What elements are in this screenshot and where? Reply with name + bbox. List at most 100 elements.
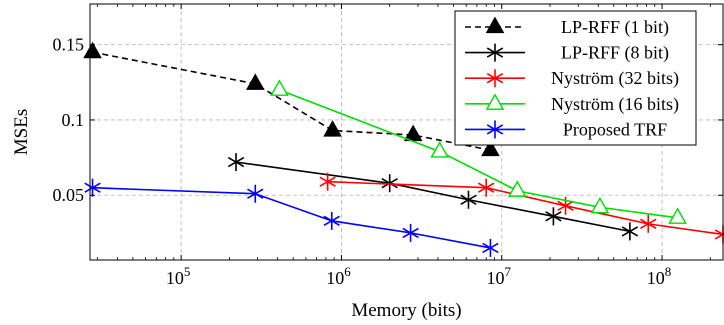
legend-label: Nyström (32 bits) bbox=[551, 68, 679, 89]
marker-arm bbox=[323, 215, 333, 222]
marker-arm bbox=[640, 218, 649, 225]
legend-label: Nyström (16 bits) bbox=[551, 94, 679, 115]
marker-arm bbox=[92, 182, 101, 189]
plot-frame bbox=[89, 3, 724, 261]
marker-arm bbox=[490, 242, 499, 249]
y-axis-label: MSEs bbox=[11, 109, 32, 155]
marker-arm bbox=[565, 205, 574, 211]
tick-marks bbox=[90, 4, 723, 260]
marker-arm bbox=[247, 188, 256, 195]
marker-arm bbox=[84, 182, 93, 189]
marker-arm bbox=[545, 211, 554, 218]
x-tick-label: 108 bbox=[647, 264, 672, 288]
marker-arm bbox=[402, 227, 411, 234]
data-point bbox=[84, 178, 101, 197]
marker-arm bbox=[714, 229, 724, 236]
tick-labels: 105 106 107 108 0.05 0.1 0.15 bbox=[53, 35, 672, 288]
data-point bbox=[621, 222, 639, 241]
legend-marker bbox=[486, 120, 504, 139]
series-group bbox=[83, 41, 724, 257]
marker-arm bbox=[485, 187, 495, 193]
data-point bbox=[83, 41, 102, 59]
marker-arm bbox=[486, 77, 496, 84]
data-point bbox=[590, 196, 610, 214]
marker-arm bbox=[323, 220, 333, 227]
series-2 bbox=[227, 153, 639, 241]
marker-arm bbox=[486, 128, 496, 135]
marker-arm bbox=[389, 178, 398, 184]
marker-arm bbox=[640, 223, 649, 230]
series-1 bbox=[83, 41, 500, 157]
marker-arm bbox=[319, 176, 329, 183]
marker-arm bbox=[557, 200, 566, 207]
data-point bbox=[270, 79, 289, 96]
legend-label: LP-RFF (8 bit) bbox=[561, 43, 669, 64]
data-point bbox=[545, 207, 562, 226]
series-5 bbox=[84, 178, 499, 257]
marker-arm bbox=[486, 51, 496, 58]
data-point bbox=[430, 141, 449, 158]
data-point bbox=[403, 124, 423, 142]
y-tick-label: 0.05 bbox=[53, 185, 85, 205]
data-point bbox=[227, 153, 245, 172]
marker-arm bbox=[714, 233, 724, 240]
legend-entry: LP-RFF (8 bit) bbox=[465, 43, 669, 64]
series-line bbox=[92, 51, 491, 151]
marker-arm bbox=[478, 187, 487, 193]
marker-arm bbox=[247, 193, 256, 199]
marker-arm bbox=[254, 193, 264, 199]
marker-arm bbox=[468, 194, 477, 201]
marker-arm bbox=[494, 124, 504, 131]
x-tick-label: 106 bbox=[326, 264, 351, 288]
marker-arm bbox=[494, 128, 504, 135]
marker-arm bbox=[381, 178, 391, 184]
marker-arm bbox=[557, 205, 566, 211]
x-tick-label: 107 bbox=[487, 264, 512, 288]
marker-arm bbox=[486, 47, 496, 54]
marker-arm bbox=[235, 161, 245, 168]
marker-arm bbox=[92, 187, 101, 193]
data-point bbox=[460, 190, 477, 209]
data-point bbox=[402, 223, 419, 242]
legend-label: Proposed TRF bbox=[563, 119, 667, 139]
marker-arm bbox=[621, 226, 631, 233]
marker-arm bbox=[227, 161, 237, 168]
y-tick-label: 0.15 bbox=[53, 35, 85, 55]
legend-label: LP-RFF (1 bit) bbox=[561, 17, 669, 38]
data-point bbox=[481, 139, 500, 157]
marker-arm bbox=[482, 247, 491, 254]
marker-arm bbox=[235, 156, 245, 163]
legend-entry: LP-RFF (1 bit) bbox=[465, 16, 669, 38]
marker-arm bbox=[621, 230, 631, 237]
data-point bbox=[381, 174, 398, 193]
marker-arm bbox=[494, 47, 504, 54]
marker-arm bbox=[478, 182, 487, 189]
marker-arm bbox=[490, 247, 499, 254]
marker-arm bbox=[485, 182, 495, 189]
legend-marker bbox=[486, 69, 504, 88]
marker-arm bbox=[553, 215, 562, 222]
marker-arm bbox=[410, 232, 419, 239]
marker-arm bbox=[460, 194, 469, 201]
data-point bbox=[482, 238, 499, 257]
marker-arm bbox=[402, 232, 411, 239]
marker-arm bbox=[327, 176, 336, 183]
marker-arm bbox=[468, 199, 477, 205]
marker-arm bbox=[410, 227, 419, 234]
marker-arm bbox=[494, 73, 504, 79]
marker-arm bbox=[545, 215, 554, 222]
marker-arm bbox=[331, 220, 340, 227]
data-point bbox=[640, 214, 657, 233]
legend-marker bbox=[486, 43, 504, 62]
data-point bbox=[245, 73, 265, 90]
marker-arm bbox=[327, 181, 336, 187]
data-point bbox=[557, 196, 574, 215]
marker-arm bbox=[486, 73, 496, 79]
data-point bbox=[319, 172, 336, 191]
data-point bbox=[507, 180, 527, 197]
series-4 bbox=[270, 79, 687, 224]
x-axis-label: Memory (bits) bbox=[351, 300, 461, 321]
legend-entry: Proposed TRF bbox=[465, 119, 667, 139]
marker-arm bbox=[494, 77, 504, 84]
